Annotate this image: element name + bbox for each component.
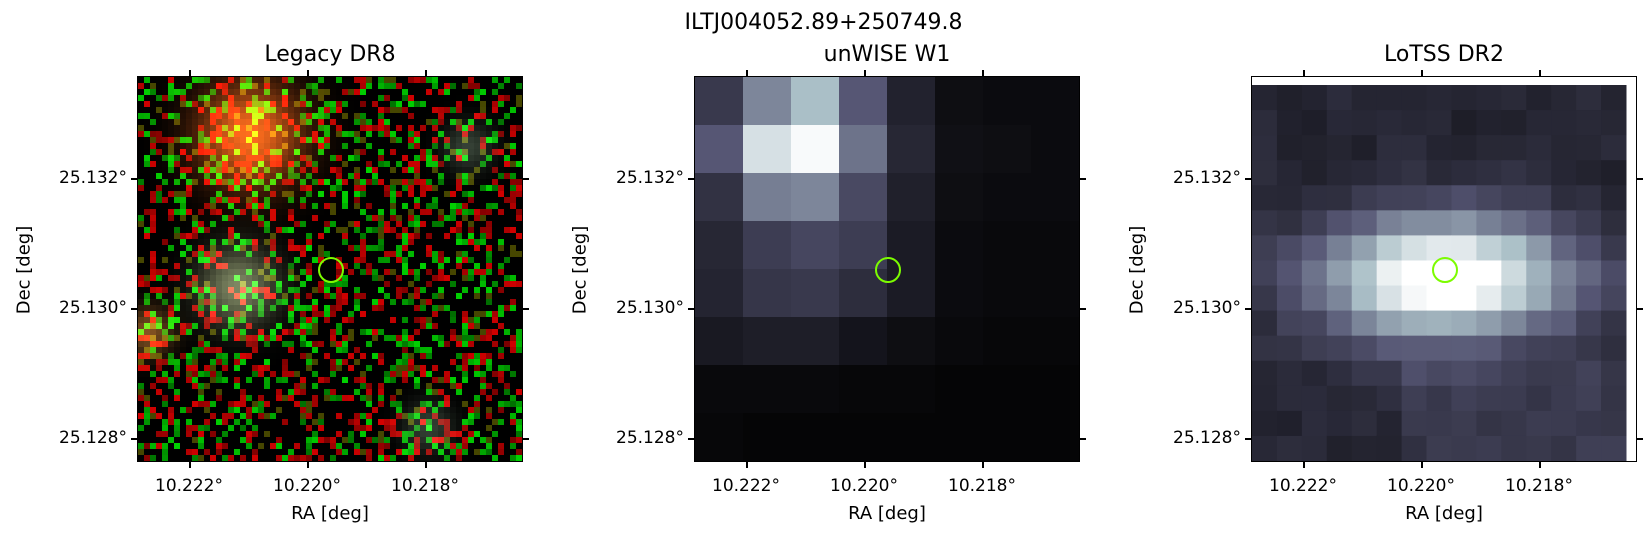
image-unwise-w1 — [694, 76, 1080, 462]
y-tick — [131, 308, 137, 310]
y-tick — [688, 178, 694, 180]
x-tick — [1421, 70, 1423, 76]
y-tick — [131, 438, 137, 440]
target-marker — [875, 257, 901, 283]
x-tick — [982, 462, 984, 468]
x-tick-label: 10.218° — [391, 476, 459, 496]
x-tick-label: 10.222° — [1269, 476, 1337, 496]
x-tick — [425, 462, 427, 468]
x-tick — [425, 70, 427, 76]
figure-title: ILTJ004052.89+250749.8 — [684, 10, 963, 35]
x-tick — [189, 462, 191, 468]
x-tick — [982, 70, 984, 76]
y-tick — [523, 308, 529, 310]
x-tick — [864, 70, 866, 76]
panel-title-unwise: unWISE W1 — [823, 42, 951, 67]
y-tick — [688, 438, 694, 440]
panel-title-lotss: LoTSS DR2 — [1384, 42, 1504, 67]
y-tick — [1245, 178, 1251, 180]
image-lotss-dr2 — [1251, 76, 1637, 462]
x-tick-label: 10.218° — [1505, 476, 1573, 496]
x-tick — [1421, 462, 1423, 468]
image-legacy-dr8 — [137, 76, 523, 462]
y-axis-label: Dec [deg] — [13, 225, 35, 315]
y-tick-label: 25.132° — [1173, 168, 1241, 188]
x-tick — [864, 462, 866, 468]
x-tick-label: 10.222° — [712, 476, 780, 496]
y-axis-label: Dec [deg] — [1126, 225, 1148, 315]
x-tick — [1303, 462, 1305, 468]
panel-title-legacy: Legacy DR8 — [264, 42, 396, 67]
y-tick-label: 25.130° — [1173, 298, 1241, 318]
x-axis-label: RA [deg] — [848, 503, 926, 524]
x-tick — [1539, 462, 1541, 468]
x-tick — [189, 70, 191, 76]
y-tick-label: 25.128° — [1173, 428, 1241, 448]
y-tick-label: 25.132° — [59, 168, 127, 188]
y-tick-label: 25.128° — [59, 428, 127, 448]
x-tick-label: 10.220° — [273, 476, 341, 496]
x-tick — [1303, 70, 1305, 76]
y-tick — [523, 178, 529, 180]
x-tick-label: 10.218° — [948, 476, 1016, 496]
y-tick — [1637, 438, 1643, 440]
y-axis-label: Dec [deg] — [569, 225, 591, 315]
target-marker — [318, 257, 344, 283]
x-tick — [746, 70, 748, 76]
y-tick-label: 25.132° — [616, 168, 684, 188]
x-tick — [307, 462, 309, 468]
x-axis-label: RA [deg] — [291, 503, 369, 524]
y-tick — [688, 308, 694, 310]
target-marker — [1432, 257, 1458, 283]
y-tick — [1080, 178, 1086, 180]
y-tick — [1080, 308, 1086, 310]
y-tick-label: 25.130° — [59, 298, 127, 318]
x-axis-label: RA [deg] — [1405, 503, 1483, 524]
x-tick — [307, 70, 309, 76]
x-tick-label: 10.220° — [1387, 476, 1455, 496]
y-tick — [1080, 438, 1086, 440]
y-tick — [523, 438, 529, 440]
y-tick — [1637, 308, 1643, 310]
y-tick-label: 25.130° — [616, 298, 684, 318]
y-tick — [1245, 438, 1251, 440]
y-tick — [1245, 308, 1251, 310]
y-tick — [131, 178, 137, 180]
x-tick-label: 10.222° — [155, 476, 223, 496]
y-tick-label: 25.128° — [616, 428, 684, 448]
x-tick — [1539, 70, 1541, 76]
x-tick — [746, 462, 748, 468]
y-tick — [1637, 178, 1643, 180]
x-tick-label: 10.220° — [830, 476, 898, 496]
